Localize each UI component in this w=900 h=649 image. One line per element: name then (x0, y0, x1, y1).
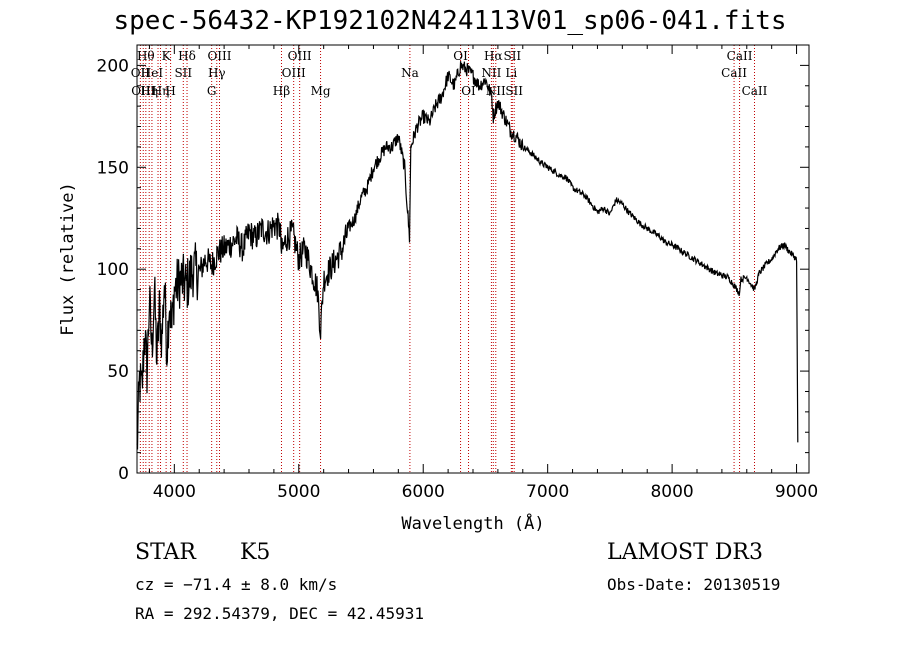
line-label: Hβ (273, 84, 290, 98)
x-tick-label: 6000 (402, 482, 445, 502)
line-label: OIII (282, 66, 306, 80)
line-label: Hθ (137, 49, 155, 63)
line-label: Hγ (208, 66, 226, 80)
line-label: Li (505, 66, 517, 80)
redshift-cz: cz = −71.4 ± 8.0 km/s (135, 575, 338, 594)
x-axis-label: Wavelength (Å) (401, 512, 544, 534)
plot-frame (136, 44, 810, 474)
flux-series-line (136, 61, 799, 450)
line-label: Hα (484, 49, 503, 63)
x-axis-ticks: 4000 5000 6000 7000 8000 9000 (148, 45, 818, 502)
survey-name: LAMOST DR3 (607, 540, 763, 565)
line-label: OI (461, 84, 476, 98)
x-tick-label: 4000 (153, 482, 196, 502)
line-label: CaII (721, 66, 747, 80)
coordinates: RA = 292.54379, DEC = 42.45931 (135, 604, 424, 623)
y-tick-label: 50 (107, 362, 129, 382)
y-tick-label: 200 (97, 56, 129, 76)
x-tick-label: 9000 (775, 482, 818, 502)
y-tick-label: 100 (97, 260, 129, 280)
x-tick-label: 8000 (650, 482, 693, 502)
line-label: HeI (141, 66, 164, 80)
x-tick-label: 7000 (526, 482, 569, 502)
y-axis-ticks: 0 50 100 150 200 (97, 44, 809, 484)
line-label: CaII (742, 84, 768, 98)
line-label: NII (481, 66, 501, 80)
line-label: K (162, 49, 172, 63)
object-subclass: K5 (240, 540, 271, 565)
line-label: CaII (727, 49, 753, 63)
line-label: OII (131, 66, 151, 80)
line-label: Hη (152, 84, 170, 98)
y-axis-label: Flux (relative) (58, 182, 78, 336)
chart-title: spec-56432-KP192102N424113V01_sp06-041.f… (113, 6, 787, 36)
line-label: Hη (140, 84, 158, 98)
line-label: SII (505, 84, 523, 98)
line-label: G (207, 84, 217, 98)
line-label: Na (401, 66, 419, 80)
spectral-line-markers (139, 45, 755, 473)
line-label: SII (503, 49, 521, 63)
line-label: Mg (311, 84, 331, 98)
line-label: Hδ (178, 49, 196, 63)
line-label: OI (453, 49, 468, 63)
x-tick-label: 5000 (277, 482, 320, 502)
line-label: SII (174, 66, 192, 80)
line-label: OIII (288, 49, 312, 63)
y-tick-label: 150 (97, 158, 129, 178)
line-label: OIII (207, 49, 231, 63)
line-label: H (165, 84, 175, 98)
object-class: STAR (135, 540, 196, 565)
obs-date: Obs-Date: 20130519 (607, 575, 781, 594)
y-tick-label: 0 (118, 464, 129, 484)
